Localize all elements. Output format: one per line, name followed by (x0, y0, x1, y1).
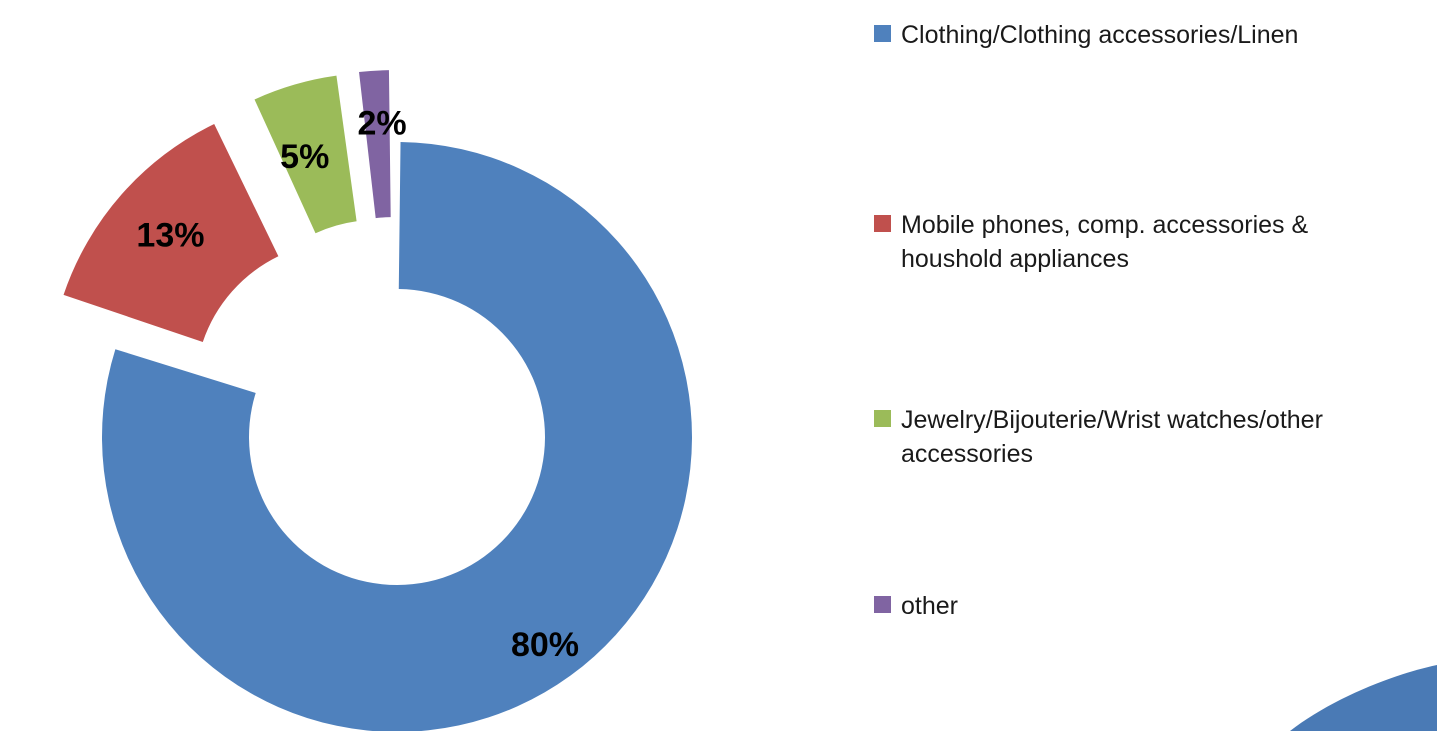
legend-label-other: other (901, 592, 958, 620)
legend-item-other: other (874, 589, 1434, 623)
legend-swatch-clothing (874, 25, 891, 42)
data-label-mobile-phones: 13% (136, 216, 204, 254)
legend-swatch-jewelry (874, 410, 891, 427)
legend-item-clothing: Clothing/Clothing accessories/Linen (874, 18, 1434, 52)
legend-item-mobile-phones: Mobile phones, comp. accessories & housh… (874, 208, 1434, 276)
legend-label-mobile-phones: Mobile phones, comp. accessories & housh… (901, 211, 1309, 273)
data-labels-layer: 80% 13% 5% 2% (136, 105, 579, 664)
slice-mobile-phones (63, 123, 279, 342)
legend-label-jewelry: Jewelry/Bijouterie/Wrist watches/other a… (901, 406, 1323, 468)
slice-other (359, 70, 391, 219)
legend-item-jewelry: Jewelry/Bijouterie/Wrist watches/other a… (874, 403, 1434, 471)
legend-swatch-mobile-phones (874, 215, 891, 232)
corner-decoration-shape (1290, 665, 1437, 731)
slices-layer (63, 70, 692, 731)
legend-swatch-other (874, 596, 891, 613)
data-label-other: 2% (357, 105, 406, 143)
slice-clothing (102, 142, 692, 731)
legend-label-clothing: Clothing/Clothing accessories/Linen (901, 21, 1299, 49)
slice-jewelry (254, 75, 357, 234)
data-label-jewelry: 5% (280, 138, 329, 176)
data-label-clothing: 80% (511, 626, 579, 664)
